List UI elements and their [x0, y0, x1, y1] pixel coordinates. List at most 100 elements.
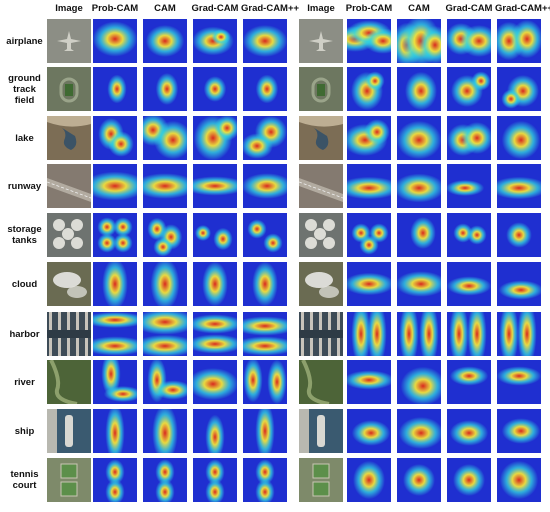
row-label-line: track — [13, 83, 36, 95]
heatmap-cell — [447, 458, 491, 502]
heatmap-cell — [243, 360, 287, 404]
heatmap-cell — [243, 67, 287, 111]
heatmap-cell — [143, 312, 187, 356]
heatmap-cell — [347, 213, 391, 257]
heatmap-cell — [93, 67, 137, 111]
sample-image — [299, 164, 343, 208]
heatmap-cell — [193, 458, 237, 502]
heatmap-cell — [397, 19, 441, 63]
row-label-line: tanks — [12, 235, 37, 246]
row-label-line: harbor — [9, 328, 40, 340]
heatmap-cell — [193, 409, 237, 453]
heatmap-cell — [93, 360, 137, 404]
row-label-line: ground — [8, 72, 41, 84]
heatmap-cell — [193, 164, 237, 208]
sample-image — [47, 458, 91, 502]
heatmap-cell — [447, 312, 491, 356]
heatmap-cell — [143, 67, 187, 111]
row-label: tennis court — [0, 469, 49, 491]
heatmap-cell — [143, 164, 187, 208]
sample-image — [47, 19, 91, 63]
row-label-line: tennis — [10, 469, 39, 480]
heatmap-cell — [497, 213, 541, 257]
column-header: Prob-CAM — [345, 3, 393, 14]
sample-image — [299, 19, 343, 63]
sample-image — [47, 360, 91, 404]
heatmap-cell — [397, 116, 441, 160]
heatmap-cell — [93, 458, 137, 502]
column-header: Grad-CAM++ — [495, 3, 550, 14]
column-header: Image — [307, 3, 335, 14]
heatmap-cell — [243, 19, 287, 63]
row-label: harbor — [0, 329, 49, 340]
heatmap-cell — [397, 262, 441, 306]
heatmap-cell — [143, 213, 187, 257]
sample-image — [299, 458, 343, 502]
heatmap-cell — [497, 409, 541, 453]
heatmap-cell — [347, 360, 391, 404]
heatmap-cell — [397, 458, 441, 502]
heatmap-cell — [193, 19, 237, 63]
row-label: lake — [0, 133, 49, 144]
sample-image — [47, 116, 91, 160]
heatmap-cell — [243, 116, 287, 160]
column-header: Grad-CAM — [445, 3, 493, 14]
heatmap-cell — [193, 213, 237, 257]
heatmap-cell — [447, 360, 491, 404]
heatmap-cell — [397, 67, 441, 111]
heatmap-cell — [193, 262, 237, 306]
row-label-line: field — [14, 94, 35, 106]
heatmap-cell — [193, 360, 237, 404]
column-header: CAM — [154, 3, 176, 14]
heatmap-cell — [93, 164, 137, 208]
row-label-line: lake — [15, 132, 34, 144]
heatmap-cell — [397, 312, 441, 356]
heatmap-cell — [447, 19, 491, 63]
heatmap-cell — [193, 312, 237, 356]
sample-image — [299, 312, 343, 356]
heatmap-cell — [497, 360, 541, 404]
sample-image — [299, 262, 343, 306]
row-label: airplane — [0, 36, 49, 47]
row-label-line: runway — [7, 180, 42, 192]
heatmap-cell — [397, 409, 441, 453]
row-label: storage tanks — [0, 224, 49, 246]
row-label-line: airplane — [6, 35, 43, 47]
heatmap-cell — [347, 409, 391, 453]
row-label-line: storage — [7, 224, 42, 235]
heatmap-cell — [497, 67, 541, 111]
column-header: Grad-CAM — [191, 3, 239, 14]
heatmap-cell — [347, 164, 391, 208]
heatmap-cell — [497, 262, 541, 306]
row-label: ground track field — [0, 73, 49, 106]
row-label: ship — [0, 426, 49, 437]
heatmap-cell — [193, 116, 237, 160]
heatmap-cell — [447, 67, 491, 111]
row-label: runway — [0, 181, 49, 192]
column-header: CAM — [408, 3, 430, 14]
heatmap-cell — [447, 164, 491, 208]
heatmap-cell — [193, 67, 237, 111]
sample-image — [299, 213, 343, 257]
sample-image — [47, 67, 91, 111]
heatmap-cell — [447, 262, 491, 306]
sample-image — [47, 164, 91, 208]
heatmap-cell — [347, 19, 391, 63]
column-header: Image — [55, 3, 83, 14]
heatmap-cell — [93, 213, 137, 257]
heatmap-cell — [347, 312, 391, 356]
column-header: Prob-CAM — [91, 3, 139, 14]
heatmap-cell — [243, 458, 287, 502]
heatmap-cell — [347, 262, 391, 306]
heatmap-cell — [397, 164, 441, 208]
sample-image — [299, 67, 343, 111]
heatmap-cell — [447, 409, 491, 453]
row-label-line: cloud — [11, 278, 38, 290]
heatmap-cell — [497, 116, 541, 160]
heatmap-cell — [497, 458, 541, 502]
heatmap-cell — [347, 116, 391, 160]
heatmap-cell — [347, 67, 391, 111]
heatmap-cell — [243, 213, 287, 257]
heatmap-cell — [243, 312, 287, 356]
